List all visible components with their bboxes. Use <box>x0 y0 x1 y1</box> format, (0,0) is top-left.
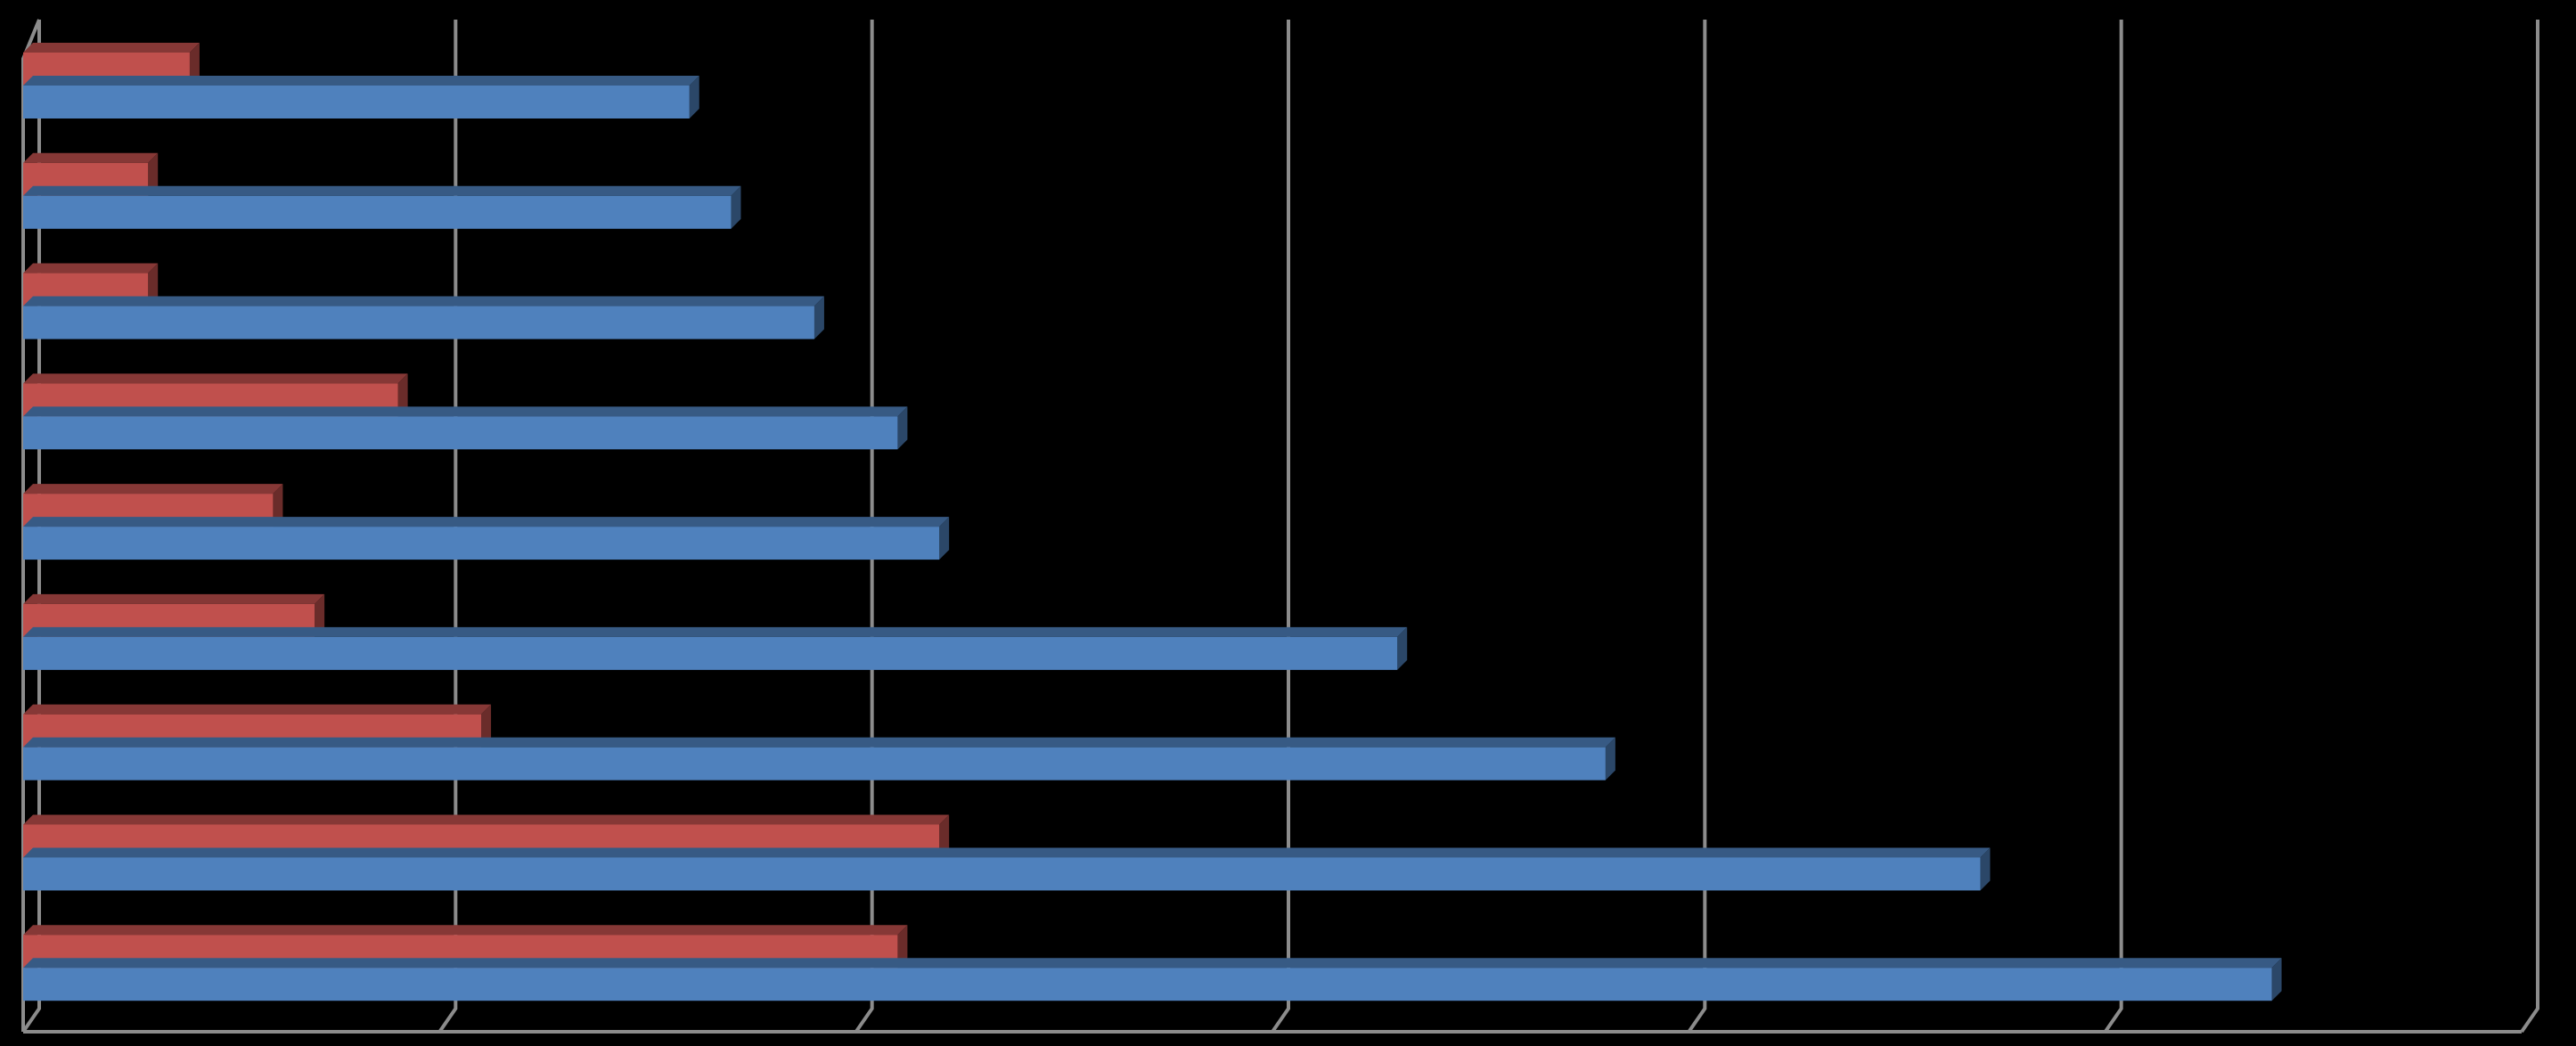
bar-side <box>1397 626 1408 670</box>
grid-line <box>2520 20 2539 1034</box>
bar-top <box>23 847 1991 858</box>
bar-side <box>939 517 950 560</box>
bar <box>23 747 1606 780</box>
bar-side <box>1605 737 1615 780</box>
bar-top <box>23 406 908 417</box>
bar-side <box>397 373 408 417</box>
bar <box>23 527 940 560</box>
bar-side <box>1980 847 1991 891</box>
bar-side <box>273 484 283 527</box>
bar-top <box>23 925 908 936</box>
bar <box>23 968 2272 1001</box>
grid-line <box>1271 20 1290 1034</box>
grid-line <box>855 20 874 1034</box>
grid-line <box>21 20 41 1034</box>
bar-top <box>23 958 2282 968</box>
bar <box>23 857 1981 891</box>
bar-top <box>23 517 950 527</box>
bar-side <box>897 925 908 968</box>
bar-top <box>23 593 325 604</box>
bar-side <box>148 263 159 306</box>
bar-top <box>23 263 159 274</box>
bar-side <box>315 593 325 637</box>
bar-side <box>897 406 908 450</box>
bar-side <box>481 704 492 748</box>
bar <box>23 306 814 339</box>
bar-top <box>23 737 1615 748</box>
bar-top <box>23 704 492 715</box>
bar <box>23 416 898 450</box>
bar-top <box>23 814 950 825</box>
bar-side <box>189 43 200 86</box>
grid-line <box>2104 20 2123 1034</box>
bar <box>23 86 690 118</box>
bar-top <box>23 185 741 196</box>
bar-side <box>148 152 159 196</box>
bar-top <box>23 626 1408 637</box>
bar-top <box>23 484 283 494</box>
bar-side <box>814 296 824 339</box>
bar-top <box>23 152 159 163</box>
grid-line <box>438 20 458 1034</box>
bar-top <box>23 296 824 306</box>
bar-side <box>939 814 950 858</box>
bar-side <box>689 76 699 118</box>
bar-side <box>731 185 741 229</box>
bar-top <box>23 76 699 86</box>
bar <box>23 195 732 229</box>
bar-top <box>23 373 408 384</box>
grid-line <box>1687 20 1707 1034</box>
bar-top <box>23 43 200 53</box>
bar <box>23 636 1398 670</box>
bar-side <box>2271 958 2282 1001</box>
